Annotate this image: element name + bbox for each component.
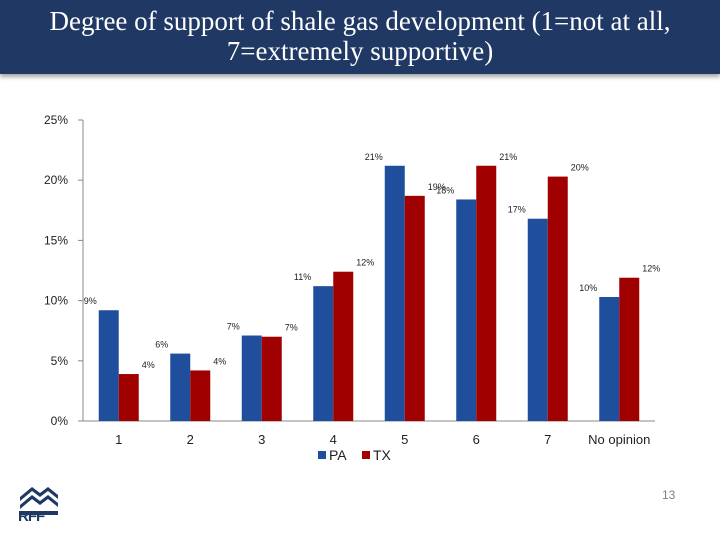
bar-TX	[619, 277, 640, 421]
data-label: 4%	[213, 356, 226, 366]
data-label: 12%	[356, 258, 374, 268]
data-label: 19%	[428, 182, 446, 192]
y-tick-label: 5%	[51, 354, 69, 368]
x-tick-label: 1	[115, 432, 122, 447]
bar-PA	[98, 310, 119, 421]
data-label: 11%	[294, 272, 311, 282]
bar-PA	[527, 218, 548, 421]
bar-TX	[547, 176, 568, 421]
x-tick-label: 7	[544, 432, 551, 447]
y-tick-label: 10%	[44, 294, 68, 308]
bar-PA	[170, 353, 191, 421]
x-tick-label: 2	[187, 432, 194, 447]
bar-TX	[261, 336, 282, 421]
data-label: 21%	[499, 152, 517, 162]
y-tick-label: 20%	[44, 173, 68, 187]
bar-PA	[456, 199, 477, 421]
x-tick-label: No opinion	[588, 432, 650, 447]
data-label: 7%	[285, 323, 298, 333]
data-label: 12%	[642, 264, 660, 274]
legend-swatch-PA	[318, 451, 326, 459]
bar-TX	[476, 165, 497, 421]
bar-TX	[333, 271, 354, 421]
bar-PA	[313, 286, 334, 421]
bar-TX	[118, 374, 139, 421]
legend-label: TX	[373, 447, 392, 463]
data-label: 6%	[155, 340, 168, 350]
data-label: 17%	[508, 205, 526, 215]
bar-TX	[190, 370, 211, 421]
data-label: 4%	[142, 360, 155, 370]
data-label: 18%	[436, 185, 454, 195]
x-tick-label: 5	[401, 432, 408, 447]
slide-title: Degree of support of shale gas developme…	[49, 6, 671, 66]
x-tick-label: 6	[473, 432, 480, 447]
bar-PA	[599, 296, 620, 421]
bar-PA	[241, 335, 262, 421]
logo-text: RFF	[18, 508, 45, 525]
title-bar: Degree of support of shale gas developme…	[0, 0, 720, 74]
y-tick-label: 25%	[44, 113, 68, 127]
x-tick-label: 4	[330, 432, 337, 447]
data-label: 20%	[571, 163, 589, 173]
data-label: 10%	[579, 283, 597, 293]
data-label: 7%	[227, 322, 240, 332]
data-label: 9%	[84, 296, 97, 306]
bar-PA	[384, 165, 405, 421]
rff-logo-icon	[20, 487, 58, 515]
page-number: 13	[662, 488, 676, 502]
data-label: 21%	[365, 152, 383, 162]
y-tick-label: 15%	[44, 233, 68, 247]
bar-TX	[404, 195, 425, 421]
legend-swatch-TX	[362, 451, 370, 459]
legend-label: PA	[329, 447, 347, 463]
x-tick-label: 3	[258, 432, 265, 447]
y-tick-label: 0%	[51, 414, 69, 428]
